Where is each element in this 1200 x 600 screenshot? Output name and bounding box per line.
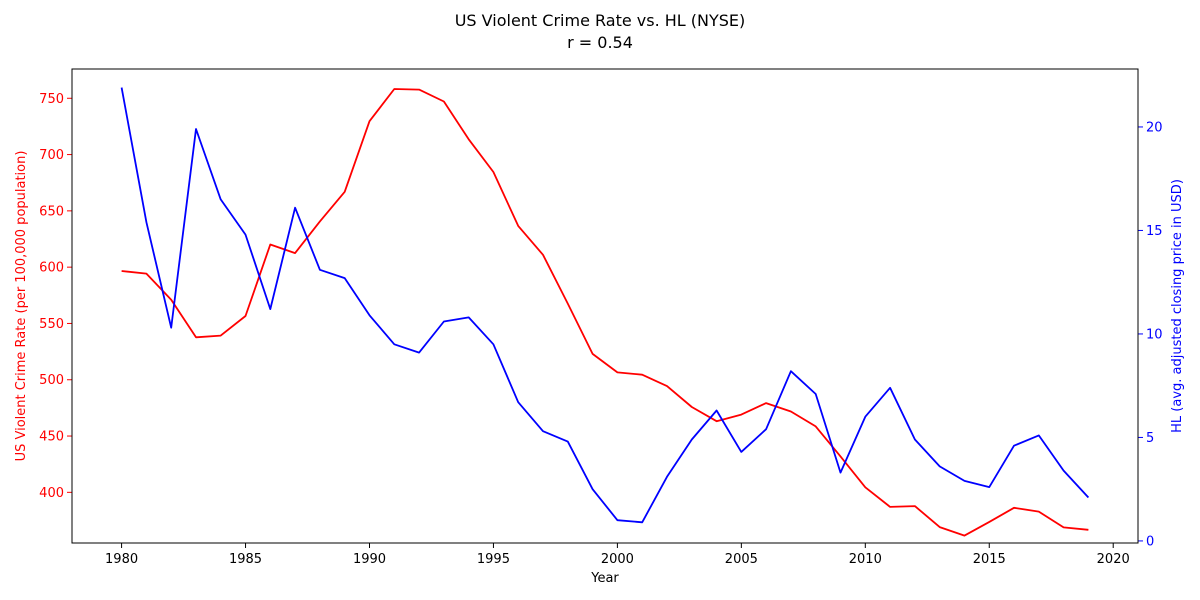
x-tick-label: 2010 [849,552,882,567]
hl-price-line [120,87,1090,524]
x-tick-label: 1990 [353,552,386,567]
chart-subtitle: r = 0.54 [567,33,633,52]
right-y-tick-label: 0 [1146,534,1154,549]
left-y-tick-label: 600 [39,261,64,276]
x-tick-label: 2020 [1097,552,1130,567]
left-y-tick-label: 650 [39,204,64,219]
right-y-tick-label: 15 [1146,224,1163,239]
plot-area-frame [71,68,1139,544]
x-tick-label: 2015 [973,552,1006,567]
right-y-tick-label: 20 [1146,120,1163,135]
left-y-tick-label: 750 [39,92,64,107]
left-y-tick-label: 400 [39,486,64,501]
x-axis-label: Year [590,571,619,586]
right-y-tick-label: 5 [1146,431,1154,446]
crime-rate-line [121,88,1089,537]
left-y-tick-label: 450 [39,430,64,445]
right-y-axis-label: HL (avg. adjusted closing price in USD) [1170,179,1185,433]
x-tick-label: 2000 [601,552,634,567]
left-y-tick-label: 500 [39,373,64,388]
left-y-tick-label: 700 [39,148,64,163]
right-y-tick-label: 10 [1146,327,1163,342]
left-y-tick-label: 550 [39,317,64,332]
x-tick-label: 1985 [229,552,262,567]
left-y-axis-ticks: 400 450 500 550 600 650 700 750 [39,92,72,501]
x-axis-ticks: 1980 1985 1990 1995 2000 2005 2010 2015 2020 [105,543,1130,567]
right-y-axis-ticks: 0 5 10 15 20 [1138,120,1163,549]
left-y-axis-label: US Violent Crime Rate (per 100,000 popul… [14,151,29,462]
x-tick-label: 1995 [477,552,510,567]
x-tick-label: 2005 [725,552,758,567]
x-tick-label: 1980 [105,552,138,567]
series-lines [120,87,1090,537]
chart-title: US Violent Crime Rate vs. HL (NYSE) [455,11,746,30]
